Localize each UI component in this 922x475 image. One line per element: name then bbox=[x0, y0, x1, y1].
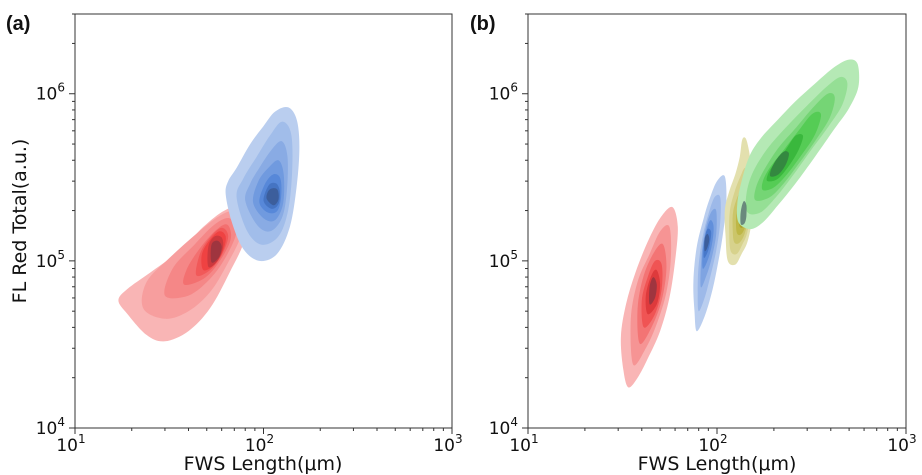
x-tick-label: 102 bbox=[698, 432, 727, 456]
plot-a-contours bbox=[118, 106, 300, 342]
panel-b: (b) 101 102 103 104 105 106 FWS Length(μm) bbox=[470, 13, 917, 475]
plot-b-xlabel: FWS Length(μm) bbox=[638, 453, 797, 475]
x-tick-label: 101 bbox=[509, 432, 538, 456]
y-tick-label: 104 bbox=[489, 415, 518, 439]
x-tick-label: 101 bbox=[56, 432, 85, 456]
panel-a-series-1 bbox=[225, 106, 300, 262]
y-tick-label: 105 bbox=[36, 248, 65, 272]
panel-b-series-0 bbox=[620, 206, 678, 388]
plot-b-contours bbox=[620, 59, 860, 388]
x-tick-label: 103 bbox=[433, 432, 462, 456]
y-tick-label: 105 bbox=[489, 248, 518, 272]
contour-level-5 bbox=[649, 277, 657, 305]
panel-b-series-4 bbox=[740, 200, 747, 226]
y-tick-label: 106 bbox=[36, 81, 65, 105]
panel-b-series-1 bbox=[693, 175, 727, 332]
y-tick-label: 106 bbox=[489, 81, 518, 105]
contour-level-0 bbox=[740, 200, 747, 226]
plot-b-axes: 101 102 103 104 105 106 bbox=[489, 13, 917, 456]
contour-level-6 bbox=[266, 188, 279, 206]
plot-a-xlabel: FWS Length(μm) bbox=[184, 453, 343, 475]
contour-level-5 bbox=[704, 233, 710, 252]
x-tick-label: 103 bbox=[887, 432, 916, 456]
panel-a-series-0 bbox=[118, 206, 246, 342]
plot-a-ylabel: FL Red Total(a.u.) bbox=[9, 139, 31, 304]
panel-b-series-3 bbox=[736, 59, 860, 230]
contour-level-5 bbox=[769, 151, 789, 177]
panel-a: (a) 101 102 103 104 105 106 FWS Length(μm) FL… bbox=[6, 13, 463, 475]
x-tick-label: 102 bbox=[245, 432, 274, 456]
contour-level-7 bbox=[210, 240, 222, 263]
plot-a-axes: 101 102 103 104 105 106 bbox=[36, 13, 463, 456]
y-tick-label: 104 bbox=[36, 415, 65, 439]
panel-a-label: (a) bbox=[6, 13, 30, 35]
panel-b-label: (b) bbox=[470, 13, 496, 35]
